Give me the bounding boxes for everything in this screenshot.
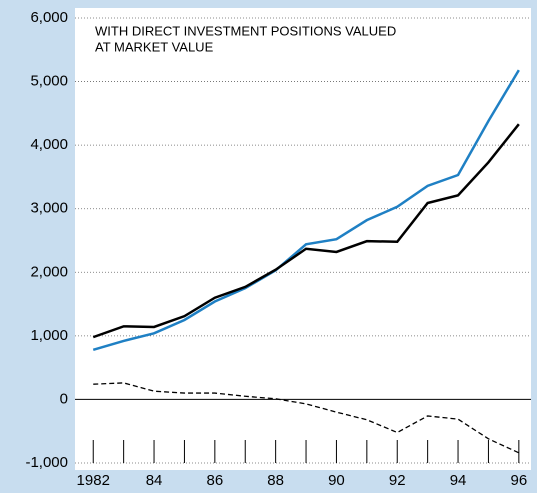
series-line — [93, 382, 520, 454]
plot-area — [75, 8, 531, 470]
series-line — [92, 123, 520, 339]
y-tick-label: 6,000 — [30, 9, 68, 26]
y-tick-label: -1,000 — [25, 454, 68, 471]
y-tick-label: 2,000 — [30, 263, 68, 280]
y-tick-label: 4,000 — [30, 136, 68, 153]
x-tick-label: 96 — [510, 472, 527, 489]
x-tick-label: 94 — [450, 472, 467, 489]
annotation-line: WITH DIRECT INVESTMENT POSITIONS VALUED — [95, 23, 396, 38]
x-tick-label: 84 — [146, 472, 163, 489]
x-tick-label: 1982 — [77, 472, 110, 489]
y-tick-label: 3,000 — [30, 200, 68, 217]
x-tick-label: 92 — [389, 472, 406, 489]
y-tick-label: 5,000 — [30, 73, 68, 90]
x-tick-label: 86 — [206, 472, 223, 489]
annotation-line: AT MARKET VALUE — [95, 39, 214, 54]
x-tick-label: 88 — [267, 472, 284, 489]
x-tick-label: 90 — [328, 472, 345, 489]
y-tick-label: 0 — [60, 390, 68, 407]
y-tick-label: 1,000 — [30, 327, 68, 344]
series-line — [92, 69, 520, 352]
